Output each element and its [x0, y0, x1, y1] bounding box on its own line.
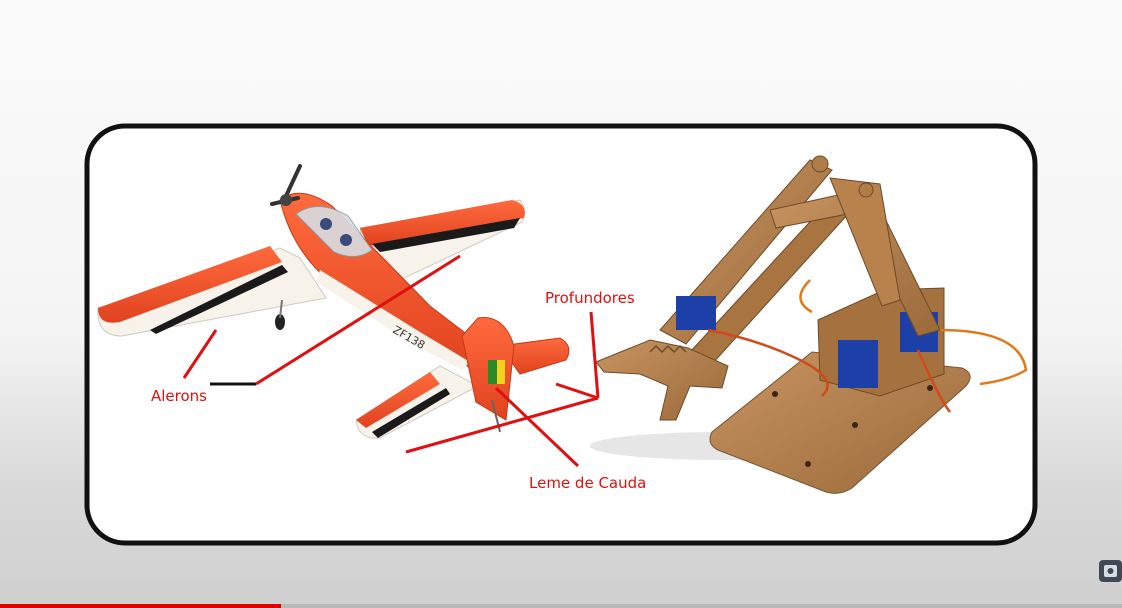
alerons-pointer-left	[182, 329, 218, 379]
profundores-pointer-top	[589, 311, 600, 399]
pilot-figure	[320, 218, 332, 230]
profundores-label: Profundores	[545, 289, 635, 307]
servo-wire-1	[707, 328, 829, 397]
alerons-pointer-right	[255, 254, 461, 386]
servo-wire-3	[916, 349, 951, 413]
alerons-label: Alerons	[151, 387, 207, 405]
servo-wire-2	[939, 328, 1028, 386]
robotic-arm-illustration	[590, 155, 1028, 494]
tail-flag-yellow	[497, 360, 505, 384]
gripper-servo	[676, 296, 716, 330]
video-progress-bar[interactable]	[0, 604, 1122, 608]
canopy	[295, 206, 373, 257]
right-wing-stripe	[372, 218, 520, 252]
profundores-pointer-left	[405, 396, 599, 454]
leme-de-cauda-label: Leme de Cauda	[529, 474, 647, 492]
right-stabilizer	[499, 337, 570, 375]
video-progress-fill	[0, 604, 281, 608]
servo-wire-4	[799, 279, 813, 314]
left-stabilizer-orange	[356, 372, 440, 428]
base-servo	[838, 340, 878, 388]
tail-flag-green	[488, 360, 497, 384]
left-wing	[97, 247, 327, 337]
left-wing-stripe	[150, 265, 288, 334]
leme-pointer	[494, 386, 580, 468]
airplane-illustration: ZF138	[97, 164, 570, 439]
profundores-pointer-right	[555, 382, 599, 400]
spinner	[280, 194, 292, 206]
left-wing-orange	[98, 246, 282, 323]
right-wing-orange	[360, 200, 525, 246]
arm-link-side	[829, 177, 901, 307]
left-stabilizer	[355, 365, 480, 439]
annotation-lines	[182, 254, 600, 468]
fuselage-belly	[316, 270, 470, 370]
channel-logo-icon[interactable]	[1096, 556, 1122, 584]
copilot-figure	[340, 234, 352, 246]
landing-wheel	[275, 314, 285, 330]
